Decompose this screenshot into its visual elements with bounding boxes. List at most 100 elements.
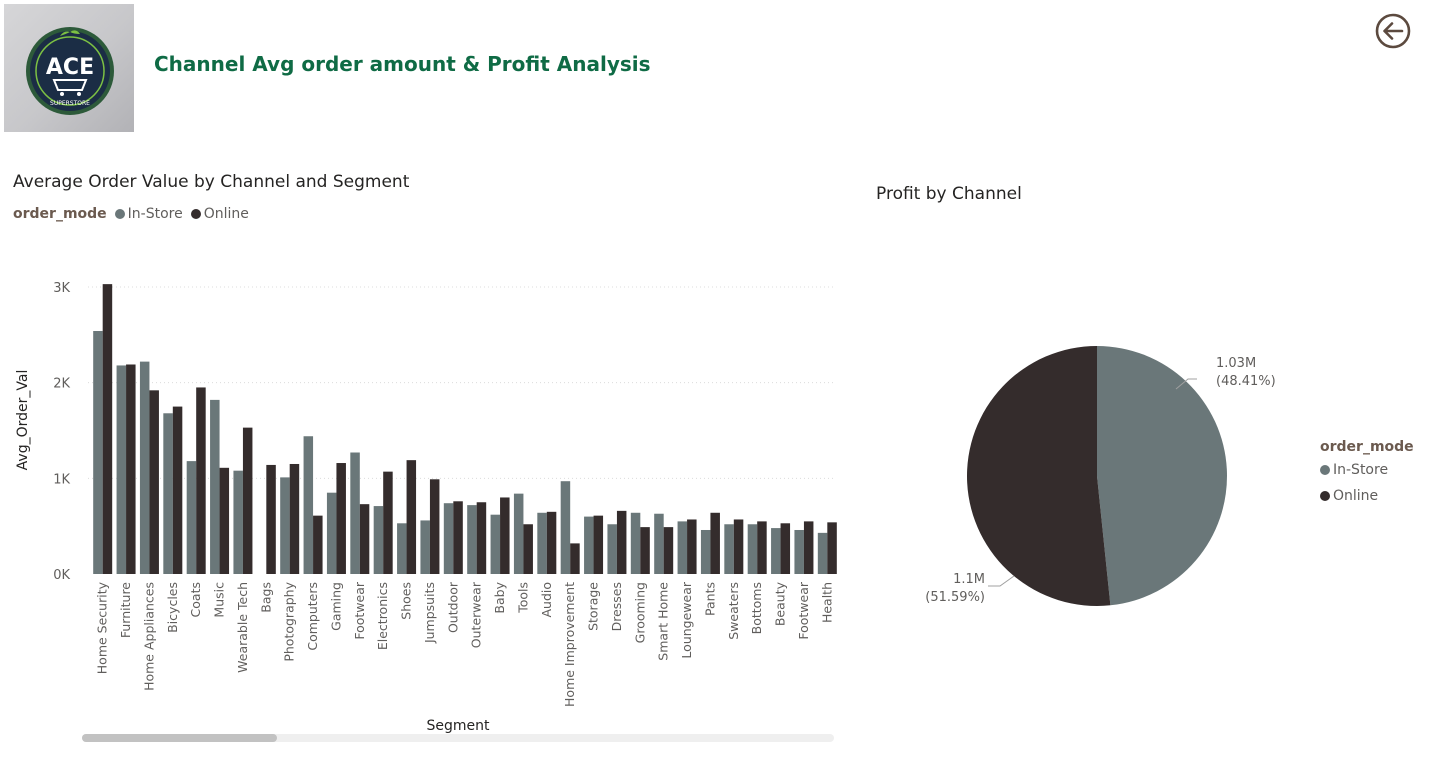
bar-in-store[interactable] [817, 532, 828, 574]
bar-in-store[interactable] [210, 399, 220, 574]
bar-in-store[interactable] [677, 521, 688, 574]
legend-item-in-store[interactable]: In-Store [114, 206, 183, 222]
bar-in-store[interactable] [186, 461, 197, 574]
bar-in-store[interactable] [724, 524, 734, 574]
bar-online[interactable] [406, 460, 417, 574]
bar-in-store[interactable] [233, 470, 243, 574]
bar-in-store[interactable] [654, 513, 664, 574]
bar-online[interactable] [172, 406, 183, 574]
bar-in-store[interactable] [513, 493, 524, 574]
bar-online[interactable] [663, 527, 674, 574]
bar-in-store[interactable] [163, 413, 173, 574]
bar-online[interactable] [500, 497, 510, 574]
bar-in-store[interactable] [560, 481, 571, 574]
bar-in-store[interactable] [280, 477, 290, 574]
bar-online[interactable] [429, 479, 440, 574]
bar-in-store[interactable] [326, 492, 337, 574]
logo-container: ACE SUPERSTORE [4, 4, 134, 132]
bar-online[interactable] [336, 463, 346, 574]
x-tick-label: Coats [188, 582, 203, 617]
x-tick-label: Music [212, 582, 227, 618]
bar-online[interactable] [359, 504, 370, 574]
bar-online[interactable] [757, 521, 767, 574]
x-tick-label: Jumpsuits [422, 582, 437, 644]
bar-online[interactable] [313, 515, 323, 574]
logo-sub-text: SUPERSTORE [50, 100, 90, 107]
x-tick-label: Outdoor [445, 581, 460, 633]
pie-chart-legend: order_mode In-Store Online [1320, 439, 1414, 514]
bar-online[interactable] [570, 543, 580, 574]
bar-online[interactable] [546, 511, 557, 574]
bar-in-store[interactable] [771, 528, 781, 574]
bar-online[interactable] [126, 364, 136, 574]
bar-in-store[interactable] [630, 512, 641, 574]
bar-online[interactable] [827, 522, 837, 574]
bar-online[interactable] [289, 463, 300, 574]
bar-online[interactable] [242, 427, 253, 574]
bar-in-store[interactable] [373, 506, 384, 574]
bar-in-store[interactable] [303, 436, 314, 574]
pie-chart-title: Profit by Channel [876, 184, 1022, 204]
bar-online[interactable] [383, 471, 393, 574]
x-tick-label: Home Appliances [141, 582, 156, 691]
bar-online[interactable] [102, 284, 113, 574]
legend-label: In-Store [127, 206, 183, 222]
bar-online[interactable] [453, 501, 463, 574]
bar-in-store[interactable] [350, 452, 360, 574]
legend-title: order_mode [13, 206, 107, 222]
legend-label: Online [1333, 488, 1379, 504]
bar-online[interactable] [476, 502, 487, 574]
bar-online[interactable] [219, 467, 230, 574]
bar-online[interactable] [803, 521, 814, 574]
bar-in-store[interactable] [584, 516, 594, 574]
legend-item-online[interactable]: Online [1320, 488, 1414, 504]
bar-online[interactable] [640, 527, 650, 574]
bar-in-store[interactable] [794, 529, 804, 574]
bar-chart-title: Average Order Value by Channel and Segme… [13, 172, 410, 192]
x-tick-label: Wearable Tech [235, 582, 250, 673]
bar-online[interactable] [780, 523, 791, 574]
bar-in-store[interactable] [700, 529, 711, 574]
bar-online[interactable] [196, 387, 206, 574]
legend-title: order_mode [1320, 439, 1414, 455]
bar-in-store[interactable] [397, 523, 407, 574]
x-tick-label: Smart Home [656, 582, 671, 661]
x-tick-label: Home Improvement [562, 582, 577, 707]
x-tick-label: Pants [702, 582, 717, 616]
x-tick-label: Bicycles [165, 582, 180, 633]
pie-percent-label: (51.59%) [925, 590, 985, 605]
bar-in-store[interactable] [467, 505, 477, 574]
x-tick-label: Grooming [632, 582, 647, 643]
back-button[interactable] [1373, 11, 1413, 51]
x-tick-label: Furniture [118, 582, 133, 638]
bar-in-store[interactable] [116, 365, 127, 574]
pie-slice-online[interactable] [966, 346, 1111, 606]
legend-item-in-store[interactable]: In-Store [1320, 462, 1414, 478]
pie-slice-in-store[interactable] [1097, 346, 1227, 606]
bar-in-store[interactable] [490, 514, 501, 574]
bar-online[interactable] [710, 512, 720, 574]
legend-dot-in-store [114, 209, 125, 219]
bar-online[interactable] [593, 515, 604, 574]
bar-in-store[interactable] [607, 524, 617, 574]
x-tick-label: Shoes [399, 582, 414, 620]
y-axis-label: Avg_Order_Val [15, 370, 31, 471]
scrollbar-thumb[interactable] [82, 734, 277, 742]
bar-online[interactable] [149, 390, 159, 574]
bar-online[interactable] [687, 519, 697, 574]
bar-in-store[interactable] [443, 503, 454, 574]
legend-label: Online [203, 206, 249, 222]
bar-in-store[interactable] [420, 520, 430, 574]
horizontal-scrollbar[interactable] [82, 734, 834, 742]
legend-dot-online [190, 209, 201, 219]
x-tick-label: Baby [492, 581, 507, 613]
bar-in-store[interactable] [139, 361, 150, 574]
bar-online[interactable] [733, 519, 744, 574]
legend-item-online[interactable]: Online [190, 206, 249, 222]
bar-in-store[interactable] [537, 512, 547, 574]
bar-in-store[interactable] [93, 331, 103, 574]
bar-in-store[interactable] [747, 524, 758, 574]
bar-online[interactable] [266, 464, 276, 574]
bar-online[interactable] [523, 524, 533, 574]
bar-online[interactable] [616, 510, 627, 574]
